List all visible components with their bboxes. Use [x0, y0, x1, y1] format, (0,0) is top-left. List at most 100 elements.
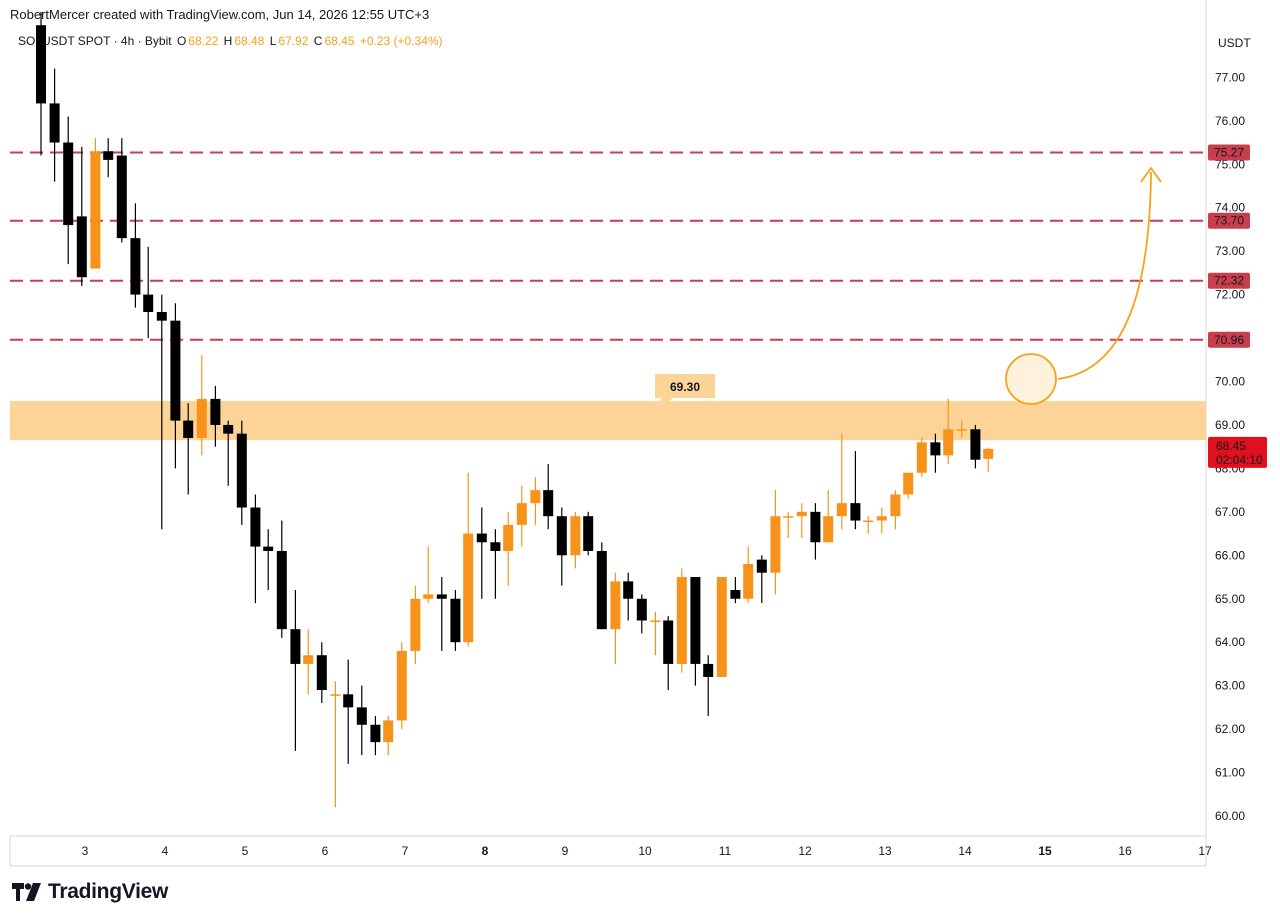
candle-body[interactable] — [690, 577, 701, 664]
x-tick-label: 11 — [719, 844, 732, 858]
candle-body[interactable] — [276, 550, 287, 630]
candle-body[interactable] — [556, 516, 567, 556]
candle-body[interactable] — [503, 524, 514, 551]
candle-body[interactable] — [903, 472, 914, 495]
candle-body[interactable] — [796, 511, 807, 517]
candle-body[interactable] — [143, 294, 154, 312]
candle-body[interactable] — [76, 216, 87, 278]
candle-body[interactable] — [743, 563, 754, 599]
candle-body[interactable] — [90, 151, 101, 269]
x-tick-label: 6 — [322, 844, 329, 858]
candle-body[interactable] — [316, 655, 327, 690]
candle-body[interactable] — [436, 594, 447, 599]
candle-body[interactable] — [916, 442, 927, 473]
candle-body[interactable] — [343, 694, 354, 708]
candle-body[interactable] — [196, 398, 207, 438]
candle-body[interactable] — [103, 151, 114, 160]
candle-body[interactable] — [223, 424, 234, 434]
candle-body[interactable] — [330, 694, 341, 696]
candle-body[interactable] — [530, 490, 541, 504]
candle-body[interactable] — [810, 511, 821, 543]
candle-body[interactable] — [610, 581, 621, 630]
level-price-tag — [1208, 212, 1250, 229]
candle-body[interactable] — [490, 542, 501, 551]
candle-body[interactable] — [596, 550, 607, 630]
candle-body[interactable] — [370, 724, 381, 743]
annotation-circle[interactable] — [1005, 353, 1057, 405]
candle-body[interactable] — [156, 311, 167, 321]
candle-body[interactable] — [836, 503, 847, 517]
candle-body[interactable] — [983, 448, 994, 459]
high-value: 68.48 — [234, 34, 265, 48]
candle-body[interactable] — [716, 577, 727, 677]
candle-body[interactable] — [756, 559, 767, 573]
annotation-arrow[interactable] — [1057, 171, 1152, 380]
candle-body[interactable] — [36, 25, 46, 104]
candle-body[interactable] — [516, 503, 527, 525]
candle-body[interactable] — [410, 598, 421, 651]
close-value: 68.45 — [324, 34, 355, 48]
candle-body[interactable] — [263, 546, 274, 551]
y-tick-label: 66.00 — [1215, 548, 1245, 562]
candle-body[interactable] — [170, 320, 181, 421]
candle-body[interactable] — [890, 494, 901, 517]
candle-body[interactable] — [250, 507, 261, 547]
x-tick-label: 12 — [798, 844, 812, 858]
y-tick-label: 69.00 — [1215, 418, 1245, 432]
candle-body[interactable] — [823, 516, 834, 543]
candle-body[interactable] — [543, 490, 554, 517]
candle-body[interactable] — [676, 577, 687, 664]
resistance-zone[interactable] — [10, 401, 1206, 441]
x-tick-label: 5 — [242, 844, 249, 858]
candle-body[interactable] — [930, 442, 941, 456]
candle-body[interactable] — [210, 398, 221, 425]
candle-body[interactable] — [463, 533, 474, 643]
candle-body[interactable] — [396, 650, 407, 721]
candle-body[interactable] — [850, 503, 861, 521]
candle-body[interactable] — [663, 620, 674, 664]
candle-body[interactable] — [183, 420, 194, 438]
candle-body[interactable] — [650, 620, 661, 622]
zone-price-label: 69.30 — [670, 380, 700, 394]
candle-body[interactable] — [730, 590, 741, 599]
candle-body[interactable] — [770, 516, 781, 573]
candle-body[interactable] — [970, 429, 981, 460]
symbol-name[interactable]: SOLUSDT SPOT · 4h · Bybit — [18, 34, 172, 48]
candle-body[interactable] — [876, 516, 887, 521]
candle-body[interactable] — [956, 429, 967, 431]
y-tick-label: 60.00 — [1215, 809, 1245, 823]
candle-body[interactable] — [130, 238, 141, 295]
tradingview-logo[interactable]: TradingView — [12, 880, 168, 904]
candle-body[interactable] — [116, 155, 127, 239]
candle-body[interactable] — [703, 663, 714, 677]
candle-body[interactable] — [476, 533, 487, 543]
last-price-value: 68.45 — [1216, 439, 1246, 453]
level-price-label: 73.70 — [1214, 214, 1244, 228]
candle-body[interactable] — [49, 103, 60, 143]
close-label: C — [313, 34, 323, 48]
tradingview-logo-icon — [12, 883, 41, 901]
candle-body[interactable] — [383, 720, 394, 743]
candle-body[interactable] — [356, 707, 367, 725]
candle-body[interactable] — [623, 581, 634, 599]
candle-body[interactable] — [450, 598, 461, 643]
candle-body[interactable] — [943, 429, 954, 456]
y-tick-label: 73.00 — [1215, 244, 1245, 258]
candle-body[interactable] — [570, 516, 581, 556]
candle-body[interactable] — [783, 516, 794, 518]
y-tick-label: 65.00 — [1215, 592, 1245, 606]
candle-body[interactable] — [636, 598, 647, 621]
last-price-tag — [1208, 436, 1267, 468]
level-price-label: 75.27 — [1214, 146, 1244, 160]
candle-body[interactable] — [236, 433, 247, 508]
x-tick-label: 9 — [562, 844, 569, 858]
annotation-arrow-head — [1140, 167, 1162, 183]
candle-body[interactable] — [303, 655, 314, 664]
candle-body[interactable] — [423, 594, 434, 599]
x-tick-label: 3 — [82, 844, 89, 858]
candle-body[interactable] — [290, 629, 301, 664]
candle-body[interactable] — [63, 142, 74, 226]
candle-body[interactable] — [863, 520, 874, 523]
candle-body[interactable] — [583, 516, 594, 551]
